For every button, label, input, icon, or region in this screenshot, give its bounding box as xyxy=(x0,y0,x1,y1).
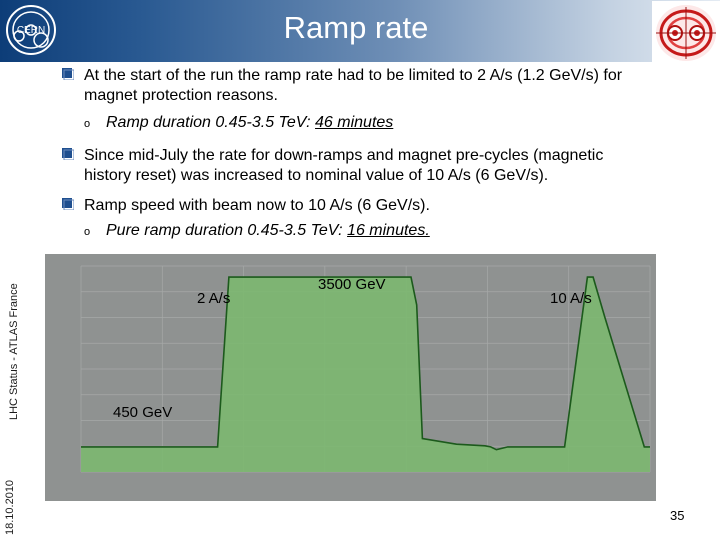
energy-line xyxy=(81,276,650,451)
bullet-text: Since mid-July the rate for down-ramps a… xyxy=(84,147,604,164)
sub-bullet: o Pure ramp duration 0.45-3.5 TeV: 16 min… xyxy=(84,222,430,240)
energy-area xyxy=(81,277,650,472)
title-bar xyxy=(0,0,720,62)
square-bullet-icon xyxy=(62,68,74,80)
bullet-text: history reset) was increased to nominal … xyxy=(84,167,549,184)
sub-bullet: o Ramp duration 0.45-3.5 TeV: 46 minutes xyxy=(84,114,393,132)
page-number: 35 xyxy=(670,508,685,523)
energy-bottom-label: 450 GeV xyxy=(113,404,173,421)
sub-bullet-text: Pure ramp duration 0.45-3.5 TeV: xyxy=(106,222,348,239)
lhc-magnet-logo xyxy=(652,1,720,64)
bullet-text: Ramp speed with beam now to 10 A/s (6 Ge… xyxy=(84,197,430,214)
cern-logo-text: CERN xyxy=(17,25,45,36)
sub-bullet-marker: o xyxy=(84,226,91,238)
square-bullet-icon xyxy=(62,198,74,210)
ramp-chart: 2 A/s 3500 GeV 10 A/s 450 GeV xyxy=(45,254,656,501)
sub-bullet-value: 46 minutes xyxy=(315,114,394,131)
footer-conference: LHC Status - ATLAS France xyxy=(8,283,20,420)
energy-top-label: 3500 GeV xyxy=(318,276,386,293)
rate-fast-label: 10 A/s xyxy=(550,290,592,307)
slide-title: Ramp rate xyxy=(283,10,429,45)
square-bullet-icon xyxy=(62,148,74,160)
cern-logo: CERN xyxy=(5,4,57,56)
bullet-text: At the start of the run the ramp rate ha… xyxy=(84,67,623,84)
footer-date: 18.10.2010 xyxy=(4,479,16,535)
ramp-chart-plot xyxy=(45,254,656,501)
bullet-text: magnet protection reasons. xyxy=(84,87,278,104)
sub-bullet-value: 16 minutes. xyxy=(347,222,430,239)
sub-bullet-text: Ramp duration 0.45-3.5 TeV: xyxy=(106,114,316,131)
rate-slow-label: 2 A/s xyxy=(197,290,231,307)
sub-bullet-marker: o xyxy=(84,118,91,130)
